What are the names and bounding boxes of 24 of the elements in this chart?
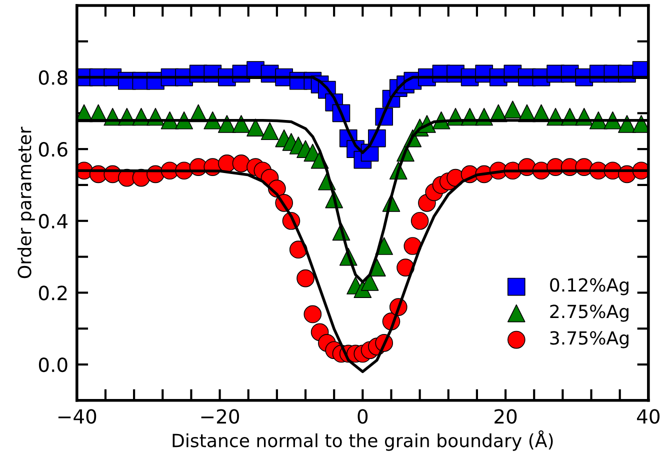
point — [504, 100, 522, 119]
point — [232, 115, 250, 133]
x-tick-label: −20 — [201, 409, 240, 424]
legend-label: 2.75%Ag — [550, 304, 628, 322]
point — [260, 122, 279, 140]
x-tick-label: 20 — [494, 409, 517, 424]
point — [232, 154, 250, 172]
y-tick-label: 0.8 — [38, 70, 68, 85]
point — [410, 212, 429, 230]
x-tick-label: −40 — [58, 409, 96, 424]
point — [246, 118, 264, 136]
point — [296, 269, 314, 288]
x-tick-label: 40 — [636, 409, 660, 424]
point — [404, 237, 422, 255]
y-tick-label: 0.4 — [38, 214, 68, 229]
x-axis-title: Distance normal to the grain boundary (Å) — [172, 430, 553, 451]
y-tick-label: 0.2 — [38, 286, 67, 300]
legend-label: 3.75%Ag — [550, 331, 628, 348]
legend-label: 0.12%Ag — [550, 278, 628, 296]
y-tick-label: 0.0 — [38, 357, 68, 372]
y-tick-label: 0.6 — [38, 142, 68, 157]
point — [304, 305, 322, 324]
x-tick-label: 0 — [358, 409, 368, 424]
y-axis-title: Order parameter — [17, 126, 35, 278]
